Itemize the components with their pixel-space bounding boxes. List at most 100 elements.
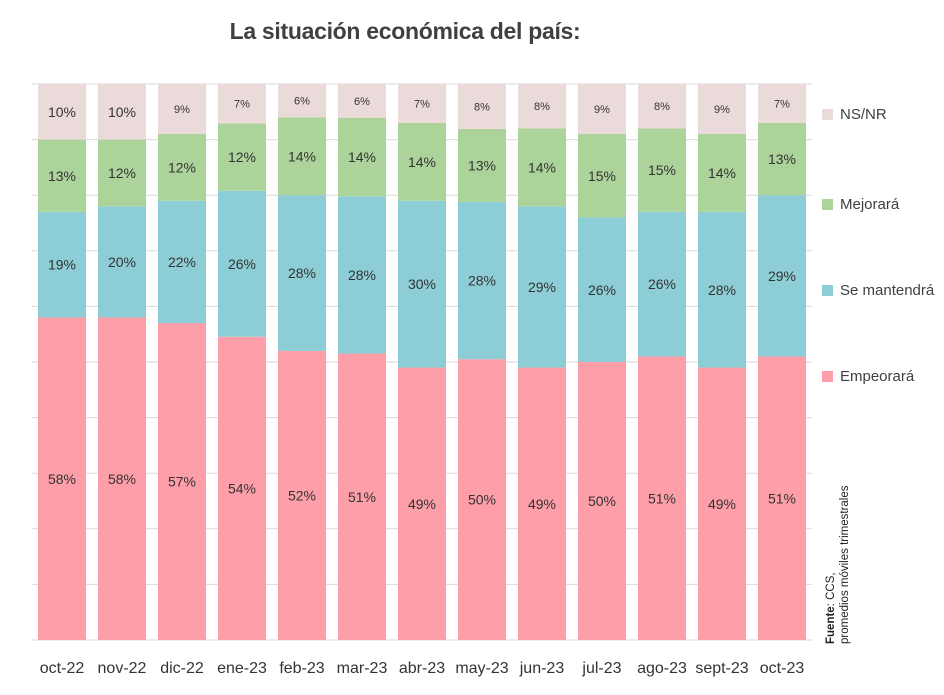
bar-segment <box>758 356 806 640</box>
bar-segment <box>578 362 626 640</box>
data-label: 13% <box>48 168 76 184</box>
bar-segment <box>578 134 626 218</box>
data-label: 8% <box>654 101 670 113</box>
data-label: 50% <box>468 492 496 508</box>
x-tick-label: jun-23 <box>519 660 565 677</box>
bar-segment <box>98 84 146 140</box>
bar-segment <box>158 200 206 324</box>
data-label: 7% <box>774 98 790 110</box>
x-tick-label: nov-22 <box>98 660 147 677</box>
bar-segment <box>458 359 506 640</box>
data-label: 51% <box>768 490 796 506</box>
data-label: 49% <box>708 496 736 512</box>
bar-segment <box>278 117 326 196</box>
data-label: 14% <box>708 165 736 181</box>
bar-segment <box>398 200 446 368</box>
bar-segment <box>698 134 746 212</box>
data-label: 13% <box>768 151 796 167</box>
data-label: 14% <box>528 159 556 175</box>
data-label: 29% <box>768 268 796 284</box>
data-labels: 58% 19% 13% 10% 58% 20% 12% 10% 57% 22% 12% 9% 54% 26… <box>48 96 796 512</box>
bar-segment <box>698 211 746 368</box>
bar-segment <box>98 317 146 640</box>
legend-swatch <box>822 371 833 382</box>
x-tick-label: sept-23 <box>695 660 748 677</box>
bar-segment <box>638 356 686 640</box>
data-label: 52% <box>288 487 316 503</box>
data-label: 58% <box>108 471 136 487</box>
bar-segment <box>278 195 326 351</box>
legend-item: NS/NR <box>822 106 887 123</box>
legend-swatch <box>822 199 833 210</box>
data-label: 19% <box>48 257 76 273</box>
bar-segment <box>758 84 806 123</box>
data-label: 6% <box>354 96 370 108</box>
data-label: 26% <box>228 256 256 272</box>
bar-segment <box>218 123 266 191</box>
data-label: 8% <box>474 101 490 113</box>
bar-segment <box>398 84 446 123</box>
bar-segment <box>518 206 566 368</box>
source-note: Fuente: CCS, promedios móviles trimestra… <box>824 486 852 645</box>
bar-segment <box>38 84 86 140</box>
legend-label: Se mantendrá <box>840 282 935 299</box>
data-label: 6% <box>294 96 310 108</box>
bar-segment <box>578 217 626 362</box>
data-label: 28% <box>708 282 736 298</box>
data-label: 26% <box>588 282 616 298</box>
x-tick-label: ago-23 <box>637 660 687 677</box>
source-text: : CCS, <box>825 572 837 607</box>
data-label: 26% <box>648 276 676 292</box>
bar-segment <box>218 190 266 337</box>
legend-swatch <box>822 285 833 296</box>
bar-segment <box>38 317 86 640</box>
bar-segment <box>338 196 386 354</box>
legend-item: Se mantendrá <box>822 282 934 299</box>
bar-segment <box>338 84 386 118</box>
x-tick-label: dic-22 <box>160 660 204 677</box>
bar-segment <box>38 211 86 318</box>
bar-segment <box>218 336 266 640</box>
data-label: 14% <box>408 154 436 170</box>
data-label: 51% <box>648 490 676 506</box>
bar-segment <box>758 195 806 357</box>
chart-title: La situación económica del país: <box>229 18 581 44</box>
x-tick-label: jul-23 <box>581 660 621 677</box>
data-label: 50% <box>588 493 616 509</box>
bar-segment <box>158 323 206 640</box>
data-label: 7% <box>234 99 250 111</box>
data-label: 58% <box>48 471 76 487</box>
bar-segment <box>518 367 566 640</box>
bar-segment <box>518 128 566 207</box>
legend-label: Mejorará <box>840 196 900 213</box>
legend-swatch <box>822 109 833 120</box>
source-label: Fuente <box>825 606 837 644</box>
bars <box>38 84 806 640</box>
bar-segment <box>638 211 686 357</box>
data-label: 13% <box>468 157 496 173</box>
data-label: 8% <box>534 101 550 113</box>
data-label: 54% <box>228 480 256 496</box>
data-label: 10% <box>48 104 76 120</box>
bar-segment <box>458 128 506 202</box>
bar-segment <box>278 350 326 640</box>
bar-segment <box>338 117 386 197</box>
bar-segment <box>398 122 446 201</box>
data-label: 57% <box>168 474 196 490</box>
data-label: 51% <box>348 489 376 505</box>
x-tick-label: oct-23 <box>760 660 805 677</box>
bar-segment <box>758 122 806 196</box>
source-detail: promedios móviles trimestrales <box>839 485 851 645</box>
bar-segment <box>218 84 266 124</box>
data-label: 9% <box>594 104 610 116</box>
bar-segment <box>458 201 506 360</box>
data-label: 29% <box>528 279 556 295</box>
bar-segment <box>578 84 626 135</box>
data-label: 12% <box>108 165 136 181</box>
x-tick-label: feb-23 <box>279 660 324 677</box>
legend-item: Mejorará <box>822 196 899 213</box>
bar-segment <box>638 84 686 129</box>
bar-segment <box>338 353 386 640</box>
bar-segment <box>278 84 326 118</box>
bar-segment <box>158 84 206 135</box>
